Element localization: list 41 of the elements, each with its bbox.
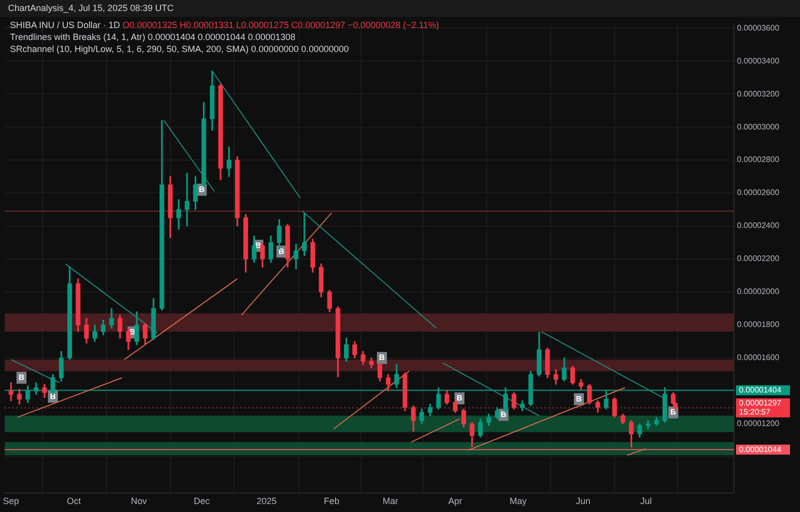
x-tick-label: Jun [576, 496, 590, 506]
y-tick-label: 0.00001200 [737, 419, 780, 428]
y-tick-label: 0.00002600 [737, 188, 780, 198]
chart-title: SHIBA INU / US Dollar · 1D [10, 20, 120, 30]
y-tick-label: 0.00002200 [737, 254, 780, 264]
annotation: SRchannel (10, High/Low, 5, 1, 6, 290, 50, SMA, 200, SMA) 0.00000000 0.00000000 [10, 43, 350, 55]
annotation: B [255, 241, 262, 250]
x-tick-label: 2025 [256, 496, 277, 506]
x-tick-label: Mar [382, 496, 398, 506]
annotation: B [379, 353, 386, 362]
y-tick-label: 0.00002800 [737, 155, 780, 164]
x-tick-label: Oct [66, 496, 82, 506]
y-tick-label: 0.00003000 [737, 122, 780, 132]
annotation: B [278, 246, 284, 256]
y-tick-label: 0.00003400 [737, 56, 780, 66]
annotation: B [18, 372, 25, 382]
ref-line-label: 0.00001404 [739, 385, 782, 394]
y-tick-label: 0.00002000 [737, 287, 780, 296]
y-tick-label: 0.00002400 [737, 221, 780, 230]
candlestick [184, 172, 190, 226]
text: ChartAnalysis_4, Jul 15, 2025 08:39 UTC [0, 0, 800, 17]
chart-subtitle: O0.00001325 H0.00001331 L0.00001275 C0.00001297 −0.00000028 (−2.11%) [122, 20, 440, 30]
x-tick-label: Jul [640, 496, 652, 506]
y-tick-label: 0.00001600 [737, 353, 780, 362]
x-tick-label: Sep [3, 496, 20, 506]
ref-line-label: 0.00001044 [739, 444, 782, 454]
candlestick [8, 382, 14, 402]
x-tick-label: Dec [194, 496, 210, 506]
y-tick-label: 0.00003200 [737, 89, 780, 98]
x-tick-label: Nov [130, 496, 148, 506]
annotation: B [198, 184, 205, 194]
x-tick-label: Apr [448, 496, 462, 506]
annotation: B [500, 410, 507, 420]
annotation: Trendlines with Breaks (14, 1, Atr) 0.00001404 0.00001044 0.00001308 [10, 31, 296, 43]
ref-line-label: 0.00001297 15:20:57 [739, 398, 782, 417]
x-tick-label: May [510, 496, 528, 506]
y-tick-label: 0.00003600 [737, 23, 780, 32]
x-tick-label: Feb [324, 496, 340, 506]
annotation: B [576, 394, 582, 404]
y-tick-label: 0.00001800 [737, 320, 780, 330]
annotation: B [456, 394, 463, 403]
